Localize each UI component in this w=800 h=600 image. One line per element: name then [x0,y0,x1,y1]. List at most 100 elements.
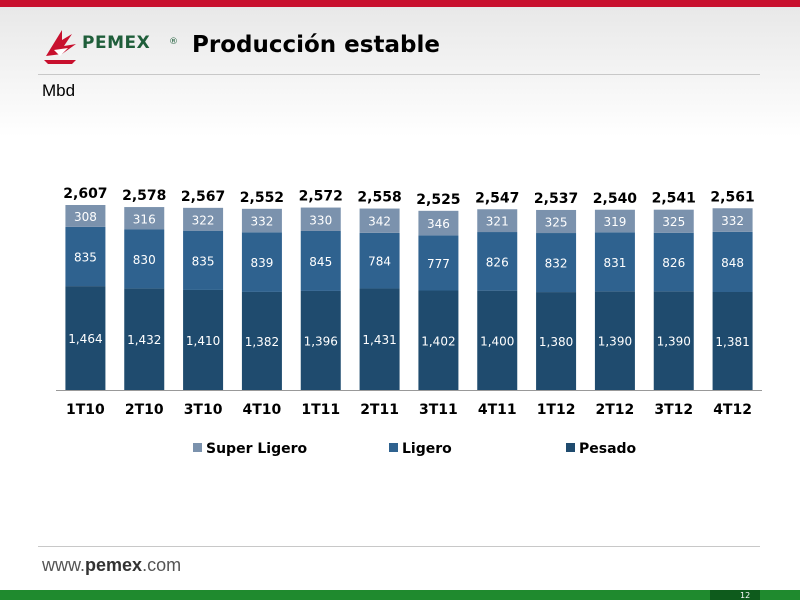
bar-value-label: 342 [368,215,391,229]
bar-value-label: 316 [133,212,156,226]
bar-value-label: 784 [368,255,391,269]
bar-segment [712,292,753,390]
bar-value-label: 1,390 [598,335,632,349]
bar-total-label: 2,558 [357,190,401,206]
bar-value-label: 831 [603,256,626,270]
bar-segment [241,232,282,292]
bar-segment [359,208,400,233]
bar-value-label: 332 [721,214,744,228]
bar-segment [536,292,577,390]
x-tick-label: 1T10 [66,402,105,418]
bar-value-label: 1,431 [362,333,396,347]
bar-segment [183,207,224,231]
bar-value-label: 845 [309,255,332,269]
logo-text: PEMEX [82,33,151,53]
footer-page-box [710,590,760,600]
bar-total-label: 2,607 [63,186,107,202]
bar-segment [241,291,282,390]
bar-total-label: 2,540 [593,191,638,207]
bar-segment [712,231,753,293]
pemex-eagle-icon [44,30,76,64]
x-tick-label: 2T10 [125,402,164,418]
x-tick-label: 4T12 [713,402,752,418]
bar-total-label: 2,567 [181,189,225,205]
bar-value-label: 319 [603,215,626,229]
bar-segment [183,289,224,390]
bar-total-label: 2,547 [475,190,519,206]
bar-value-label: 321 [486,215,509,229]
bar-segment [653,232,694,292]
bar-value-label: 1,464 [68,332,102,346]
bar-total-label: 2,541 [652,191,696,207]
bar-value-label: 835 [74,250,97,264]
bar-value-label: 1,400 [480,334,514,348]
page-number: 12 [740,591,751,600]
bar-segment [124,207,165,230]
x-tick-label: 4T11 [478,402,517,418]
legend-label: Super Ligero [206,441,307,457]
bar-value-label: 330 [309,213,332,227]
legend-swatch [389,443,398,452]
x-tick-label: 2T11 [360,402,399,418]
bar-value-label: 1,381 [715,335,749,349]
footer-divider [38,546,760,547]
bar-value-label: 1,380 [539,335,573,349]
bar-segment [183,230,224,290]
bar-segment [300,230,341,291]
x-tick-label: 3T12 [654,402,693,418]
bar-segment [536,209,577,234]
bar-total-label: 2,552 [240,190,284,206]
bar-value-label: 777 [427,257,450,271]
bar-segment [594,232,635,292]
bar-value-label: 826 [662,256,685,270]
url-brand: pemex [85,555,143,575]
bar-value-label: 835 [192,254,215,268]
bar-segment [65,226,106,287]
x-tick-label: 2T12 [596,402,635,418]
bar-total-label: 2,572 [299,189,343,205]
bar-value-label: 1,410 [186,334,220,348]
bar-segment [712,208,753,232]
bar-value-label: 308 [74,210,97,224]
x-tick-label: 1T12 [537,402,576,418]
legend-label: Pesado [579,441,637,457]
header-background [0,7,800,137]
bar-segment [359,232,400,289]
bar-segment [241,208,282,233]
bar-total-label: 2,561 [710,189,754,205]
x-tick-label: 3T11 [419,402,458,418]
unit-label: Mbd [42,81,76,100]
footer-url[interactable]: www.pemex.com [42,555,181,576]
bar-value-label: 332 [250,215,273,229]
logo-registered-mark: ® [169,37,178,47]
bar-segment [477,290,518,390]
bar-total-label: 2,537 [534,191,578,207]
url-suffix: .com [142,555,182,575]
pemex-logo: PEMEX ® [42,26,182,66]
title-divider [38,74,760,75]
bar-segment [300,207,341,231]
bar-segment [418,210,459,236]
legend-swatch [566,443,575,452]
bar-value-label: 1,396 [304,334,338,348]
bar-segment [594,209,635,233]
bar-segment [536,233,577,293]
footer-green-bar [0,590,800,600]
bar-value-label: 346 [427,217,450,231]
bar-value-label: 830 [133,253,156,267]
bar-segment [653,291,694,390]
bar-value-label: 325 [662,215,685,229]
bar-segment [124,288,165,390]
x-tick-label: 1T11 [301,402,340,418]
bar-value-label: 1,432 [127,333,161,347]
bar-segment [65,205,106,227]
bar-value-label: 832 [545,257,568,271]
bar-segment [65,286,106,390]
x-tick-label: 4T10 [243,402,282,418]
bar-total-label: 2,578 [122,188,166,204]
bar-value-label: 839 [250,256,273,270]
bar-segment [359,288,400,390]
bar-value-label: 1,382 [245,335,279,349]
bar-value-label: 1,402 [421,334,455,348]
